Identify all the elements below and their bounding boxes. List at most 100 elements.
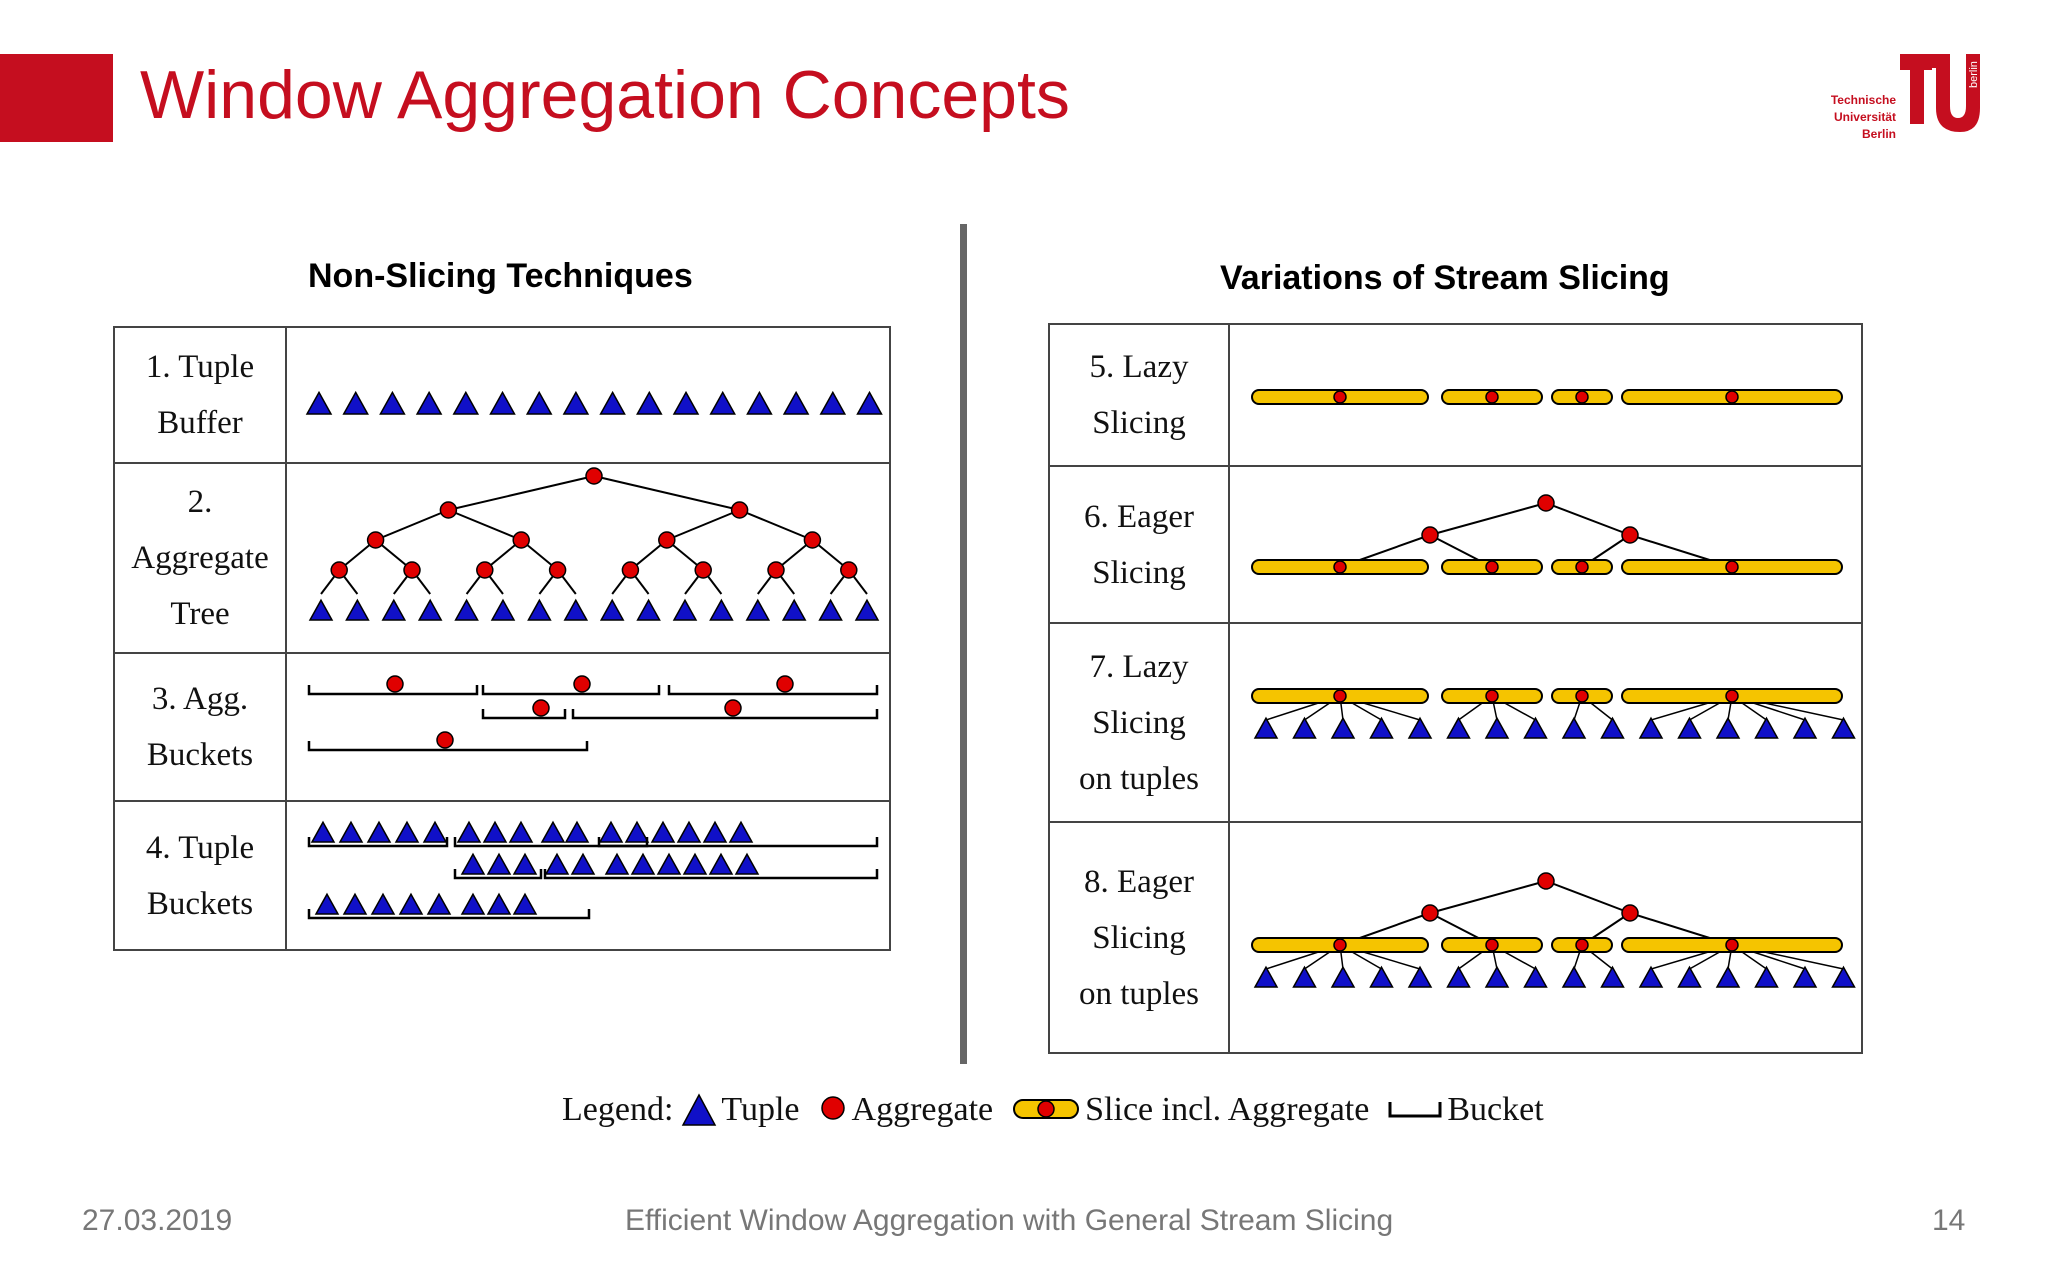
bucket-bracket	[453, 869, 543, 880]
legend-aggregate-label: Aggregate	[851, 1091, 994, 1128]
tuple-triangle	[486, 892, 512, 915]
aggregate-dot	[1725, 390, 1739, 404]
tuple-triangle	[702, 820, 728, 843]
tuple-triangle	[1792, 965, 1818, 988]
tuple-triangle	[782, 390, 810, 415]
tuple-triangle	[512, 892, 538, 915]
tuple-triangle	[314, 892, 340, 915]
tuple-buffer-figure	[287, 328, 889, 462]
bucket-bracket	[667, 685, 879, 696]
tu-berlin-logo: Technische Universität Berlin berlin	[1820, 48, 2000, 148]
tuple-triangle	[1446, 716, 1471, 739]
tuple-triangle	[1754, 716, 1779, 739]
tuple-triangle	[1715, 716, 1741, 739]
legend: Legend: Tuple Aggregate Slice incl. Aggr…	[562, 1085, 1544, 1135]
aggregate-dot	[1421, 904, 1439, 922]
tree-edge	[375, 509, 449, 541]
aggregate-dot	[573, 675, 591, 693]
tuple-triangle	[650, 820, 676, 843]
tuple-triangle	[370, 892, 396, 915]
legend-tuple-label: Tuple	[721, 1091, 800, 1128]
row-label: 2. Aggregate Tree	[115, 464, 287, 652]
tuple-triangle	[452, 390, 480, 415]
lazy-slicing-figure	[1230, 325, 1861, 465]
tuple-triangle	[486, 852, 512, 875]
aggregate-dot	[1621, 904, 1639, 922]
tuple-triangle	[746, 390, 773, 415]
tuple-triangle	[599, 598, 625, 621]
row-label: 5. Lazy Slicing	[1050, 325, 1230, 465]
aggregate-dot	[1333, 689, 1347, 703]
tuple-triangle	[1369, 965, 1394, 988]
tuple-triangle	[854, 598, 880, 621]
tuple-triangle	[1523, 965, 1548, 988]
tuple-triangle	[308, 598, 334, 621]
bucket-bracket	[597, 837, 879, 848]
aggregate-dot	[512, 531, 530, 549]
tuple-triangle	[460, 892, 486, 915]
tuple-triangle	[676, 820, 702, 843]
footer-page-number: 14	[1932, 1204, 1966, 1237]
aggregate-dot	[403, 561, 421, 579]
tree-edge	[593, 475, 740, 511]
tuple-triangle	[1484, 716, 1510, 739]
tuple-triangle	[672, 390, 700, 415]
aggregate-dot	[1575, 938, 1589, 952]
tuple-triangle	[426, 892, 452, 915]
tuple-buckets-figure	[287, 802, 889, 949]
legend-slice-label: Slice incl. Aggregate	[1085, 1091, 1370, 1128]
tree-edge	[448, 509, 522, 541]
tuple-triangle	[709, 390, 736, 415]
tuple-triangle	[415, 390, 443, 415]
bucket-bracket	[543, 869, 879, 880]
tuple-triangle	[636, 598, 661, 621]
tuple-triangle	[460, 852, 486, 875]
tree-edge	[1429, 880, 1547, 914]
tuple-triangle	[379, 390, 406, 415]
legend-prefix: Legend:	[562, 1091, 674, 1128]
tuple-triangle	[338, 820, 364, 843]
tuple-triangle	[1715, 965, 1741, 988]
aggregate-dot	[1421, 526, 1439, 544]
logo-text: Technische Universität Berlin	[1830, 93, 1896, 141]
tuple-triangle	[512, 852, 538, 875]
row-tuple-buffer: 1. Tuple Buffer	[115, 328, 889, 462]
column-divider	[960, 224, 967, 1064]
aggregate-dot	[532, 699, 550, 717]
tuple-triangle	[366, 820, 392, 843]
tuple-triangle	[527, 598, 552, 621]
tuple-triangle	[398, 892, 424, 915]
left-heading: Non-Slicing Techniques	[308, 257, 693, 295]
aggregate-dot	[1537, 872, 1555, 890]
tuple-triangle	[1484, 965, 1510, 988]
tuple-triangle	[1523, 716, 1548, 739]
tuple-triangle	[342, 390, 369, 415]
aggregate-dot	[439, 501, 458, 519]
tuple-triangle	[745, 598, 771, 621]
bucket-bracket	[307, 837, 449, 848]
tuple-triangle	[1253, 965, 1279, 988]
row-agg-buckets: 3. Agg. Buckets	[115, 652, 889, 800]
aggregate-dot	[1333, 560, 1347, 574]
row-label: 3. Agg. Buckets	[115, 654, 287, 800]
footer-talk-title: Efficient Window Aggregation with Genera…	[625, 1204, 1394, 1237]
aggregate-dot	[585, 467, 603, 485]
aggregate-dot	[1725, 689, 1739, 703]
tuple-triangle	[544, 852, 570, 875]
aggregate-dot	[1333, 390, 1347, 404]
aggregate-dot	[730, 501, 749, 519]
tree-edge	[448, 475, 595, 511]
eager-slicing-figure	[1230, 467, 1861, 622]
footer-date: 27.03.2019	[82, 1204, 233, 1237]
tuple-triangle	[630, 852, 656, 875]
header-accent-bar	[0, 54, 113, 142]
bucket-bracket	[307, 909, 591, 920]
aggregate-dot	[330, 561, 348, 579]
aggregate-dot	[476, 561, 494, 579]
bucket-bracket	[571, 709, 879, 720]
slide-title: Window Aggregation Concepts	[140, 57, 1070, 133]
tuple-triangle	[656, 852, 682, 875]
tuple-triangle	[489, 390, 516, 415]
tuple-triangle	[636, 390, 663, 415]
tuple-triangle	[624, 820, 650, 843]
